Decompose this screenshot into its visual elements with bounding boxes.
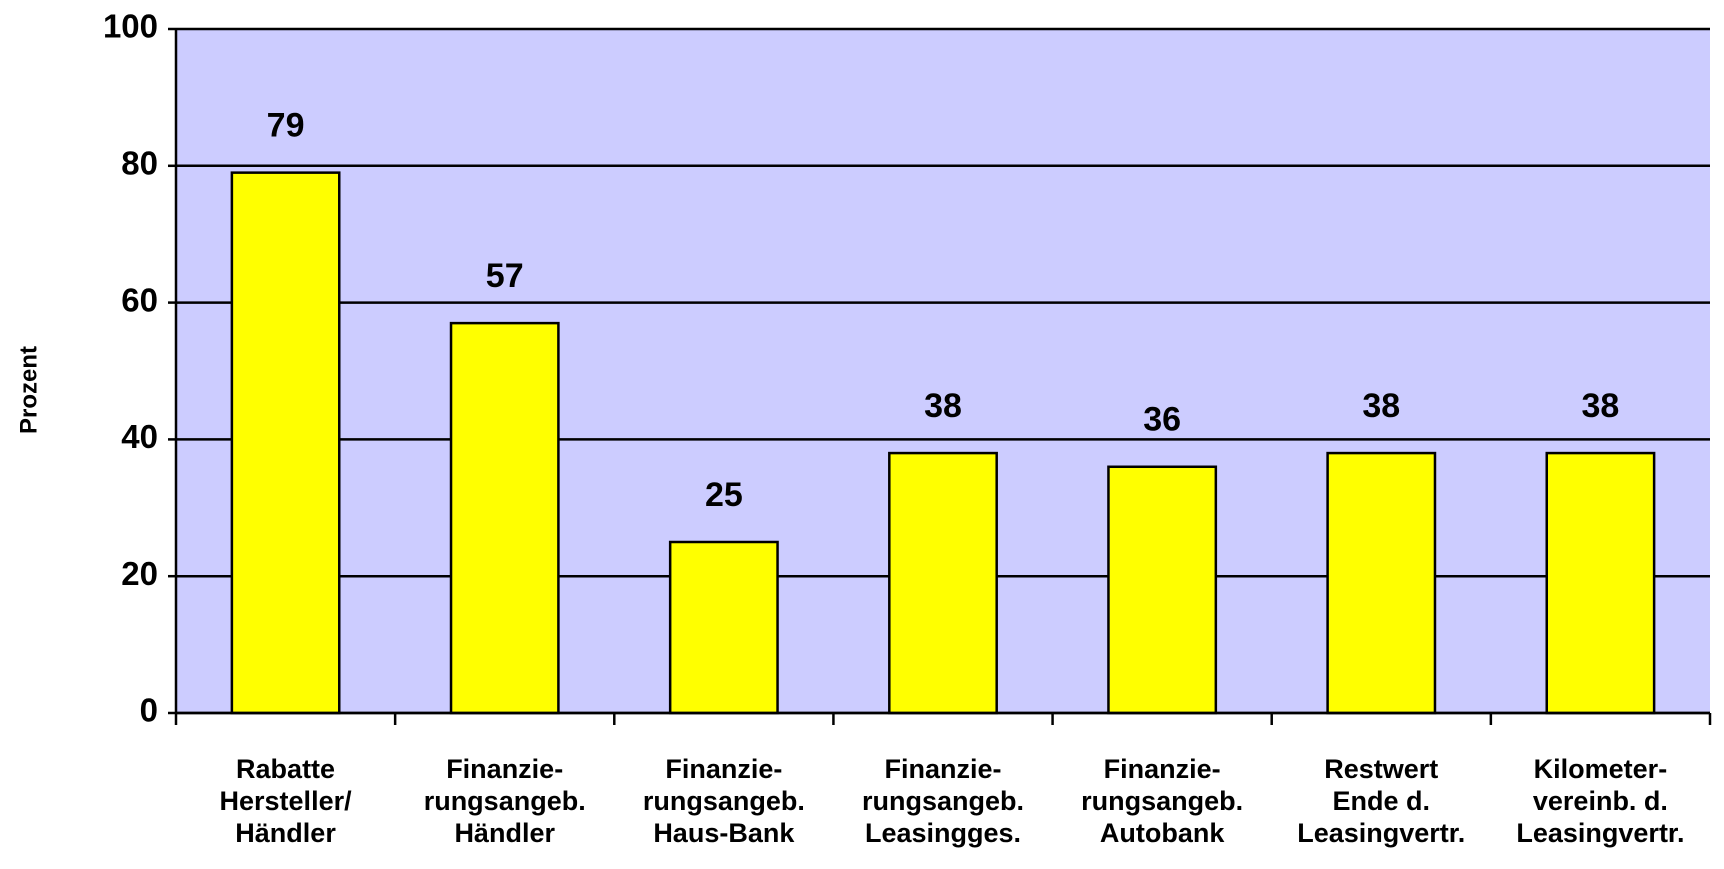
- x-tick-label: Rabatte Hersteller/ Händler: [219, 754, 352, 848]
- bar: [1545, 451, 1656, 715]
- y-tick-label: 60: [121, 281, 158, 318]
- data-label: 79: [267, 107, 305, 145]
- bar: [1107, 465, 1218, 715]
- x-tick-label: Finanzie- rungsangeb. Händler: [423, 754, 586, 848]
- y-tick-label: 100: [103, 8, 158, 45]
- x-tick-label: Finanzie- rungsangeb. Autobank: [1081, 754, 1244, 848]
- y-tick-label: 0: [140, 692, 158, 729]
- data-label: 25: [705, 476, 743, 514]
- data-label: 36: [1143, 401, 1181, 439]
- x-tick-label: Finanzie- rungsangeb. Haus-Bank: [642, 754, 805, 848]
- data-label: 38: [1582, 387, 1620, 425]
- x-tick-label: Finanzie- rungsangeb. Leasingges.: [861, 754, 1024, 848]
- bar: [230, 171, 341, 715]
- y-tick-label: 40: [121, 418, 158, 455]
- y-axis-label: Prozent: [15, 346, 42, 434]
- x-tick-label: Restwert Ende d. Leasingvertr.: [1297, 754, 1466, 848]
- bar: [668, 540, 779, 715]
- data-label: 38: [1362, 387, 1400, 425]
- x-tick-label: Kilometer- vereinb. d. Leasingvertr.: [1516, 754, 1685, 848]
- bar: [449, 321, 560, 715]
- data-label: 57: [486, 257, 524, 295]
- bar: [888, 451, 998, 715]
- data-label: 38: [924, 387, 962, 425]
- bar: [1326, 451, 1437, 715]
- y-tick-label: 20: [121, 555, 158, 592]
- y-tick-label: 80: [121, 145, 158, 182]
